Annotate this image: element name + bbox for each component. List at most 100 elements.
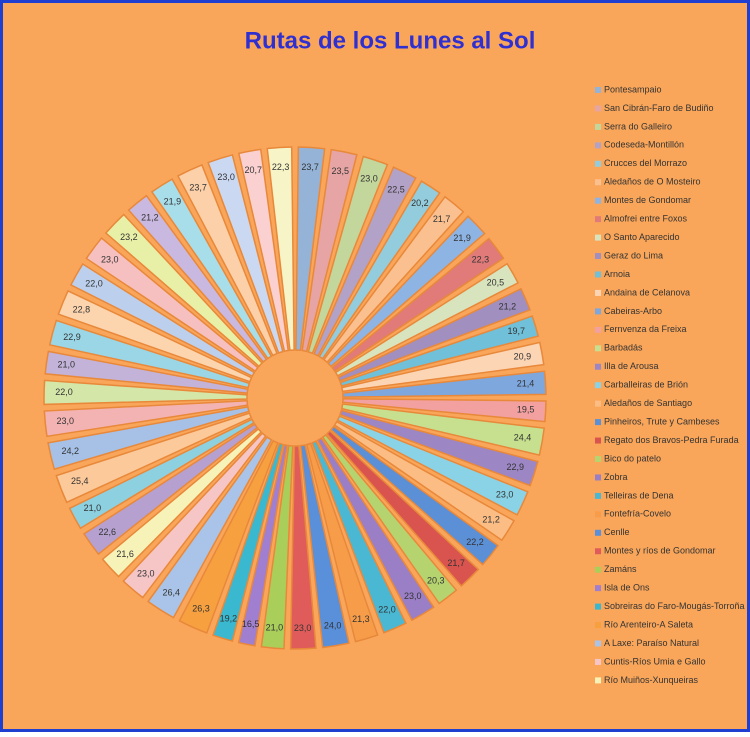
data-label: 22,6 [98,527,116,537]
legend-label: Geraz do Lima [604,250,663,260]
slice [85,237,259,373]
slice [68,418,255,530]
legend-label: Montes y ríos de Gondomar [604,546,716,556]
legend-swatch [595,400,601,407]
data-label: 22,5 [387,185,405,195]
legend-label: Crucces del Morrazo [604,158,687,168]
legend-swatch [595,179,601,186]
legend-label: Zobra [604,472,628,482]
slice [122,432,267,599]
slice [318,180,441,360]
data-label: 20,3 [427,576,445,586]
data-label: 19,2 [220,614,238,624]
data-label: 21,0 [84,503,102,513]
legend-label: Codeseda-Montillón [604,140,684,150]
slice [337,287,531,382]
slice [330,425,500,566]
legend-swatch [595,253,601,260]
data-label: 24,0 [324,620,342,630]
slice [212,442,284,642]
slice [301,148,358,353]
slice [341,370,547,398]
legend-swatch [595,548,601,555]
legend-label: Barbadás [604,343,643,353]
legend-label: Fernvenza da Freixa [604,324,687,334]
data-label: 22,0 [55,387,73,397]
legend-label: Cuntis-Ríos Umia e Gallo [604,656,706,666]
slice [48,319,251,389]
slice [340,403,546,456]
legend-label: Serra do Galleiro [604,121,672,131]
data-label: 22,3 [272,162,290,172]
legend-swatch [595,529,601,536]
data-label: 21,0 [58,360,76,370]
legend-label: San Cibrán-Faro de Budiño [604,103,714,113]
slice [237,443,289,647]
legend-label: Fontefría-Covelo [604,509,671,519]
data-label: 21,2 [141,213,159,223]
slice [69,262,256,378]
slice [333,420,515,542]
legend-label: Río Arenteiro-A Saleta [604,619,693,629]
legend-label: Cabeiras-Arbo [604,306,662,316]
slice [44,350,249,394]
data-label: 20,9 [514,351,532,361]
legend-swatch [595,123,601,130]
legend-swatch [595,492,601,499]
data-label: 23,0 [360,174,378,184]
legend-label: Bico do patelo [604,453,661,463]
legend-swatch [595,160,601,167]
data-label: 22,0 [85,279,103,289]
legend-label: Telleiras de Dena [604,490,674,500]
slice [43,379,248,406]
slice [325,429,480,587]
legend-label: Montes de Gondomar [604,195,691,205]
legend-label: Isla de Ons [604,583,650,593]
legend-swatch [595,566,601,573]
data-label: 21,7 [447,558,465,568]
slice [260,444,294,650]
legend-swatch [595,234,601,241]
data-label: 24,4 [514,433,532,443]
slice [101,427,263,578]
data-label: 19,5 [517,405,535,415]
legend-swatch [595,363,601,370]
legend-label: Arnoia [604,269,630,279]
slice [305,442,379,643]
data-label: 16,5 [242,619,260,629]
slice [207,154,284,354]
slice [43,399,249,438]
data-label: 21,4 [517,378,535,388]
data-label: 23,7 [301,162,319,172]
data-label: 23,0 [101,254,119,264]
slice [150,178,273,360]
slice [311,440,407,634]
data-label: 21,0 [266,622,284,632]
data-label: 19,7 [508,326,526,336]
legend-label: A Laxe: Paraíso Natural [604,638,699,648]
legend-swatch [595,474,601,481]
data-label: 22,3 [472,255,490,265]
legend-swatch [595,382,601,389]
data-label: 21,9 [453,233,471,243]
legend-swatch [595,456,601,462]
slice [82,423,259,556]
data-label: 22,0 [378,604,396,614]
legend-swatch [595,658,601,665]
slice [336,415,529,516]
slice [307,155,389,355]
data-label: 21,6 [116,549,134,559]
data-label: 20,5 [487,278,505,288]
legend-swatch [595,142,601,149]
data-label: 26,3 [192,603,210,613]
legend-label: Zamáns [604,564,637,574]
data-label: 22,9 [63,332,81,342]
slice [55,412,253,504]
slice [266,146,295,352]
legend-label: Illa de Arousa [604,361,659,371]
legend-label: Almofrei entre Foxos [604,214,688,224]
legend-label: O Santo Aparecido [604,232,680,242]
legend-swatch [595,585,601,592]
data-label: 23,7 [189,183,207,193]
legend-label: Regato dos Bravos-Pedra Furada [604,435,739,445]
